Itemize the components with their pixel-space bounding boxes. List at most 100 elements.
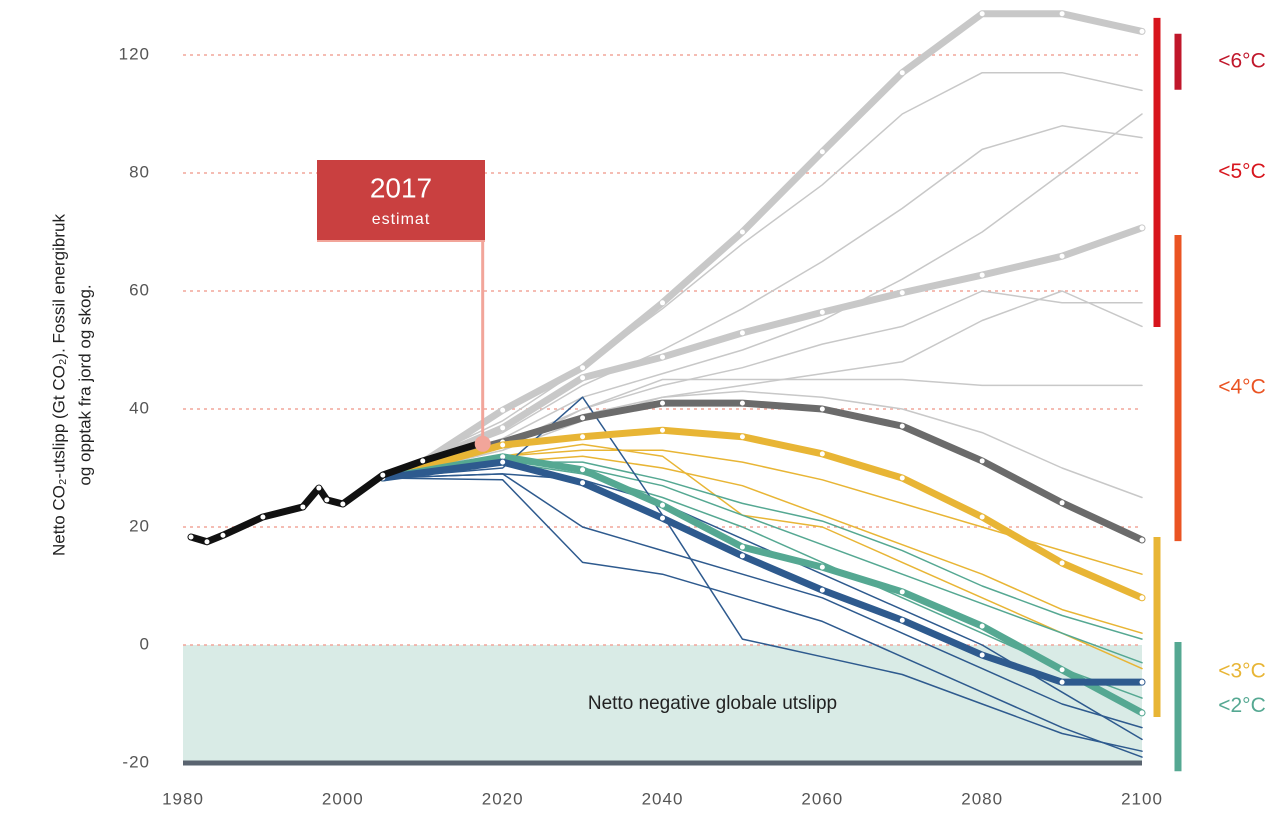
point <box>819 587 825 593</box>
scenario-line-thick <box>419 399 1146 544</box>
point <box>340 501 346 507</box>
scenario-line <box>382 443 1143 670</box>
point <box>500 454 506 460</box>
point <box>220 532 226 538</box>
x-tick-label: 2020 <box>482 789 524 808</box>
x-tick-label: 2080 <box>961 789 1003 808</box>
point <box>739 229 745 235</box>
y-tick-label: 0 <box>140 634 150 653</box>
point <box>660 300 665 306</box>
point <box>500 425 506 431</box>
point <box>380 472 386 478</box>
x-tick-label: 1980 <box>162 789 204 808</box>
annotation-title: 2017 <box>370 172 432 203</box>
y-tick-label: 80 <box>129 162 150 181</box>
point <box>1059 253 1065 259</box>
point <box>316 485 322 491</box>
y-tick-label: -20 <box>122 752 150 771</box>
point <box>739 330 745 336</box>
y-axis-label-line: Netto CO₂-utslipp (Gt CO₂). Fossil energ… <box>49 214 68 556</box>
scenario-line-thick <box>379 426 1146 602</box>
scenario-line <box>382 390 1143 499</box>
scenario-line <box>382 71 1143 479</box>
point <box>580 480 586 486</box>
point <box>979 623 985 629</box>
point <box>580 365 586 371</box>
point <box>1059 667 1065 673</box>
scenario-line-thick <box>419 10 1146 466</box>
point <box>500 407 506 413</box>
point <box>899 617 905 623</box>
point <box>899 475 905 481</box>
point <box>899 589 905 595</box>
point <box>1139 679 1145 685</box>
range-label: <6°C <box>1218 49 1266 72</box>
point <box>1059 679 1065 685</box>
point <box>979 652 985 658</box>
scenario-line-thick <box>379 458 1146 686</box>
y-axis-label: Netto CO₂-utslipp (Gt CO₂). Fossil energ… <box>49 214 94 556</box>
point <box>324 497 330 503</box>
range-label: <3°C <box>1218 660 1266 683</box>
point <box>660 502 665 508</box>
point <box>819 406 825 412</box>
point <box>500 459 506 465</box>
x-tick-label: 2100 <box>1121 789 1163 808</box>
point <box>580 375 586 381</box>
point <box>819 451 825 457</box>
range-label: <4°C <box>1218 376 1266 399</box>
point <box>899 70 905 76</box>
point <box>300 504 306 510</box>
scenario-line <box>382 473 1143 729</box>
point <box>1139 537 1145 543</box>
region-label: Netto negative globale utslipp <box>588 693 837 714</box>
y-tick-label: 40 <box>129 398 150 417</box>
point <box>1139 225 1145 231</box>
point <box>660 427 665 433</box>
point <box>420 458 426 464</box>
point <box>819 564 825 570</box>
point <box>899 290 905 296</box>
point <box>500 442 506 448</box>
point <box>739 544 745 550</box>
point <box>979 272 985 278</box>
y-tick-label: 60 <box>129 280 150 299</box>
point <box>1059 500 1065 506</box>
y-tick-label: 120 <box>119 44 150 63</box>
point <box>979 11 985 17</box>
scenario-line <box>382 455 1143 634</box>
y-axis-label-line: og opptak fra jord og skog. <box>75 284 94 485</box>
annotation-box <box>317 160 485 242</box>
annotation-point <box>474 435 491 452</box>
point <box>739 400 745 406</box>
scenario-line-thick <box>419 224 1146 466</box>
point <box>660 515 665 521</box>
point <box>899 423 905 429</box>
point <box>204 539 210 545</box>
point <box>580 467 586 473</box>
point <box>1059 560 1065 566</box>
x-tick-label: 2000 <box>322 789 364 808</box>
point <box>1059 11 1065 17</box>
point <box>580 415 586 421</box>
scenario-line-thick <box>379 453 1146 717</box>
point <box>979 514 985 520</box>
point <box>739 434 745 440</box>
annotation-subtitle: estimat <box>372 211 431 228</box>
x-tick-label: 2040 <box>642 789 684 808</box>
scenario-line <box>382 113 1143 479</box>
point <box>580 434 586 440</box>
scenario-line <box>382 477 1143 758</box>
point <box>819 309 825 315</box>
point <box>1139 710 1145 716</box>
x-tick-label: 2060 <box>801 789 843 808</box>
range-label: <2°C <box>1218 694 1266 717</box>
point <box>660 354 665 360</box>
point <box>1139 595 1145 601</box>
point <box>739 553 745 559</box>
y-tick-label: 20 <box>129 516 150 535</box>
point <box>260 514 266 520</box>
point <box>660 400 665 406</box>
scenario-line <box>382 125 1143 479</box>
